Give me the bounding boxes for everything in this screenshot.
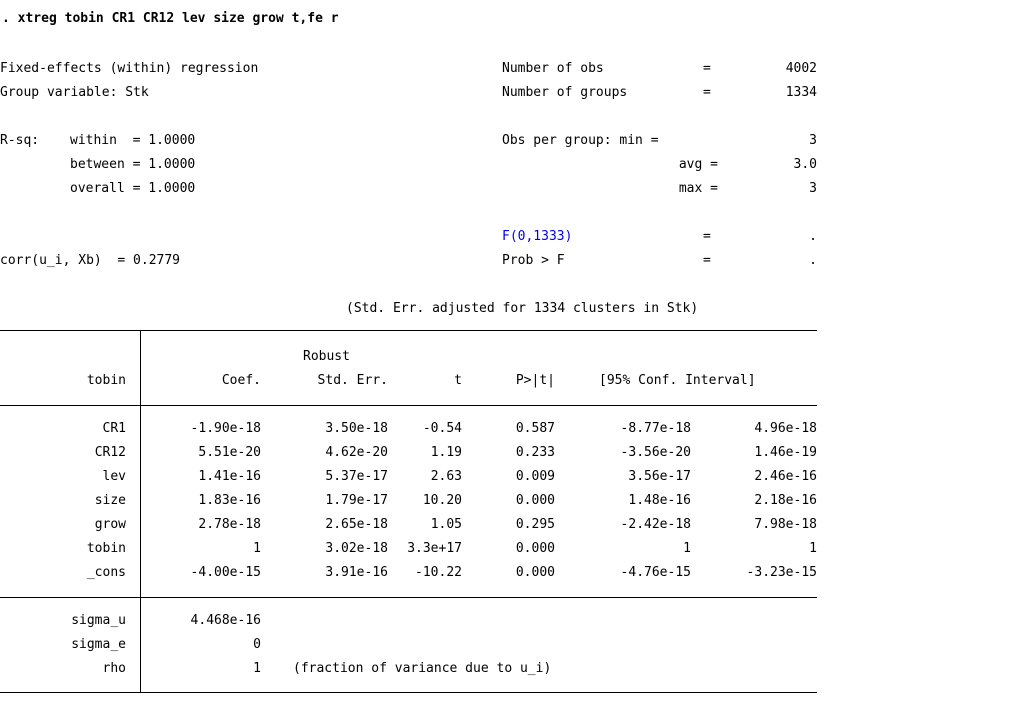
sigma-u-value: 4.468e-16 xyxy=(190,613,261,628)
prob-f-label: Prob > F xyxy=(502,253,565,268)
ngroups-eq: = xyxy=(703,85,711,100)
cell-coef: 1 xyxy=(253,541,261,556)
header-rule xyxy=(0,405,817,406)
f-stat-eq: = xyxy=(703,229,711,244)
cluster-note: (Std. Err. adjusted for 1334 clusters in… xyxy=(346,301,699,316)
cell-se: 2.65e-18 xyxy=(325,517,388,532)
cell-se: 3.91e-16 xyxy=(325,565,388,580)
group-variable: Group variable: Stk xyxy=(0,85,149,100)
cell-coef: 1.41e-16 xyxy=(198,469,261,484)
col-header-se: Std. Err. xyxy=(317,373,388,388)
sigma-e-value: 0 xyxy=(253,637,261,652)
cell-lo: -3.56e-20 xyxy=(620,445,691,460)
cell-lo: 3.56e-17 xyxy=(628,469,691,484)
cell-lo: -8.77e-18 xyxy=(620,421,691,436)
cell-se: 3.02e-18 xyxy=(325,541,388,556)
obs-per-group-max-label: max = xyxy=(678,181,718,196)
obs-per-group-min-label: Obs per group: min = xyxy=(502,133,659,148)
cell-p: 0.000 xyxy=(515,493,555,508)
rho-note: (fraction of variance due to u_i) xyxy=(293,661,552,676)
cell-hi: 2.18e-16 xyxy=(754,493,817,508)
col-header-coef: Coef. xyxy=(221,373,261,388)
f-stat-value: . xyxy=(809,229,817,244)
ngroups-value: 1334 xyxy=(785,85,817,100)
cell-var: grow xyxy=(94,517,126,532)
rsq-between: between = 1.0000 xyxy=(70,157,196,172)
sigma-u-label: sigma_u xyxy=(71,613,126,628)
rho-value: 1 xyxy=(253,661,261,676)
cell-t: 1.19 xyxy=(430,445,462,460)
sigma-rule xyxy=(0,597,817,598)
cell-p: 0.000 xyxy=(515,541,555,556)
cell-t: 3.3e+17 xyxy=(407,541,462,556)
command-line: . xtreg tobin CR1 CR12 lev size grow t,f… xyxy=(2,11,339,26)
robust-label: Robust xyxy=(303,349,350,364)
cell-lo: -4.76e-15 xyxy=(620,565,691,580)
nobs-label: Number of obs xyxy=(502,61,604,76)
cell-hi: 4.96e-18 xyxy=(754,421,817,436)
cell-p: 0.000 xyxy=(515,565,555,580)
prob-f-eq: = xyxy=(703,253,711,268)
cell-hi: 1 xyxy=(809,541,817,556)
cell-coef: -4.00e-15 xyxy=(190,565,261,580)
table-vertical-rule xyxy=(140,330,141,692)
rsq-overall: overall = 1.0000 xyxy=(70,181,196,196)
cell-var: CR12 xyxy=(94,445,126,460)
cell-hi: 7.98e-18 xyxy=(754,517,817,532)
cell-se: 4.62e-20 xyxy=(325,445,388,460)
table-top-rule xyxy=(0,330,817,331)
col-header-p: P>|t| xyxy=(515,373,555,388)
cell-var: CR1 xyxy=(102,421,126,436)
cell-lo: 1.48e-16 xyxy=(628,493,691,508)
cell-t: 10.20 xyxy=(422,493,462,508)
cell-coef: -1.90e-18 xyxy=(190,421,261,436)
cell-t: 1.05 xyxy=(430,517,462,532)
cell-var: tobin xyxy=(86,541,126,556)
cell-hi: -3.23e-15 xyxy=(746,565,817,580)
model-title: Fixed-effects (within) regression xyxy=(0,61,259,76)
col-header-dep: tobin xyxy=(86,373,126,388)
cell-var: _cons xyxy=(86,565,126,580)
rsq-within: within = 1.0000 xyxy=(70,133,196,148)
obs-per-group-max-value: 3 xyxy=(809,181,817,196)
nobs-value: 4002 xyxy=(785,61,817,76)
cell-coef: 1.83e-16 xyxy=(198,493,261,508)
cell-hi: 2.46e-16 xyxy=(754,469,817,484)
ngroups-label: Number of groups xyxy=(502,85,628,100)
cell-t: -0.54 xyxy=(422,421,462,436)
cell-coef: 2.78e-18 xyxy=(198,517,261,532)
obs-per-group-min-value: 3 xyxy=(809,133,817,148)
corr-ui-xb: corr(u_i, Xb) = 0.2779 xyxy=(0,253,181,268)
sigma-e-label: sigma_e xyxy=(71,637,126,652)
cell-se: 3.50e-18 xyxy=(325,421,388,436)
col-header-t: t xyxy=(454,373,462,388)
cell-se: 5.37e-17 xyxy=(325,469,388,484)
cell-hi: 1.46e-19 xyxy=(754,445,817,460)
prob-f-value: . xyxy=(809,253,817,268)
col-header-ci: [95% Conf. Interval] xyxy=(599,373,756,388)
cell-lo: 1 xyxy=(683,541,691,556)
cell-se: 1.79e-17 xyxy=(325,493,388,508)
cell-lo: -2.42e-18 xyxy=(620,517,691,532)
cell-p: 0.587 xyxy=(515,421,555,436)
cell-p: 0.009 xyxy=(515,469,555,484)
f-stat-link[interactable]: F(0,1333) xyxy=(502,229,573,244)
obs-per-group-avg-value: 3.0 xyxy=(793,157,817,172)
obs-per-group-avg-label: avg = xyxy=(678,157,718,172)
table-bottom-rule xyxy=(0,692,817,693)
nobs-eq: = xyxy=(703,61,711,76)
cell-t: 2.63 xyxy=(430,469,462,484)
cell-var: lev xyxy=(102,469,126,484)
rho-label: rho xyxy=(102,661,126,676)
rsq-label: R-sq: xyxy=(0,133,40,148)
cell-var: size xyxy=(94,493,126,508)
cell-t: -10.22 xyxy=(415,565,462,580)
cell-p: 0.233 xyxy=(515,445,555,460)
cell-p: 0.295 xyxy=(515,517,555,532)
cell-coef: 5.51e-20 xyxy=(198,445,261,460)
